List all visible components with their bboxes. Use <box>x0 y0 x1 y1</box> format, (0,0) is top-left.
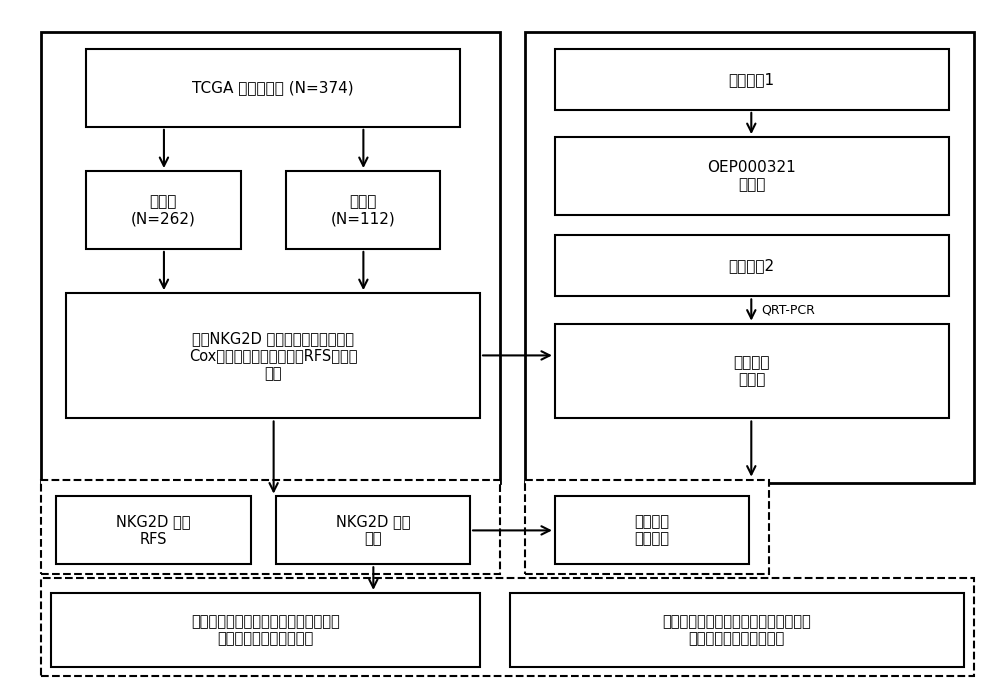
Text: 外部验证1: 外部验证1 <box>729 72 775 87</box>
Text: 基于预测估区分的肝癌高风险组和低风
险组的临床病理特征分析: 基于预测估区分的肝癌高风险组和低风 险组的临床病理特征分析 <box>191 614 340 646</box>
Text: QRT-PCR: QRT-PCR <box>761 304 815 317</box>
FancyBboxPatch shape <box>51 592 480 667</box>
FancyBboxPatch shape <box>56 496 251 565</box>
Text: TCGA 肝癌数据集 (N=374): TCGA 肝癌数据集 (N=374) <box>192 80 354 95</box>
FancyBboxPatch shape <box>41 479 500 575</box>
FancyBboxPatch shape <box>555 496 749 565</box>
FancyBboxPatch shape <box>286 171 440 249</box>
Text: 桂林队列
数据集: 桂林队列 数据集 <box>734 355 770 387</box>
FancyBboxPatch shape <box>276 496 470 565</box>
FancyBboxPatch shape <box>41 578 974 676</box>
Text: 组织芯片
免疫组化: 组织芯片 免疫组化 <box>635 514 670 547</box>
FancyBboxPatch shape <box>510 592 964 667</box>
FancyBboxPatch shape <box>555 323 949 419</box>
Text: 基于预测估区分的肝癌高风险组和低风
险组的炎症细胞浸润分析: 基于预测估区分的肝癌高风险组和低风 险组的炎症细胞浸润分析 <box>662 614 811 646</box>
Text: NKG2D 配体
表达: NKG2D 配体 表达 <box>336 514 410 547</box>
FancyBboxPatch shape <box>525 32 974 483</box>
FancyBboxPatch shape <box>66 293 480 419</box>
FancyBboxPatch shape <box>41 32 500 483</box>
FancyBboxPatch shape <box>555 137 949 215</box>
FancyBboxPatch shape <box>86 49 460 127</box>
FancyBboxPatch shape <box>525 479 769 575</box>
FancyBboxPatch shape <box>555 236 949 296</box>
Text: 外部验证2: 外部验证2 <box>729 258 775 273</box>
Text: 验证集
(N=112): 验证集 (N=112) <box>331 193 395 226</box>
FancyBboxPatch shape <box>555 49 949 110</box>
Text: 训练集
(N=262): 训练集 (N=262) <box>131 193 196 226</box>
FancyBboxPatch shape <box>86 171 241 249</box>
Text: NKG2D 配体
RFS: NKG2D 配体 RFS <box>116 514 191 547</box>
Text: OEP000321
数据集: OEP000321 数据集 <box>707 160 796 192</box>
Text: 基于NKG2D 配体的表达构建多因素
Cox回归的无复发生存期（RFS）预测
模型: 基于NKG2D 配体的表达构建多因素 Cox回归的无复发生存期（RFS）预测 模… <box>189 331 357 381</box>
